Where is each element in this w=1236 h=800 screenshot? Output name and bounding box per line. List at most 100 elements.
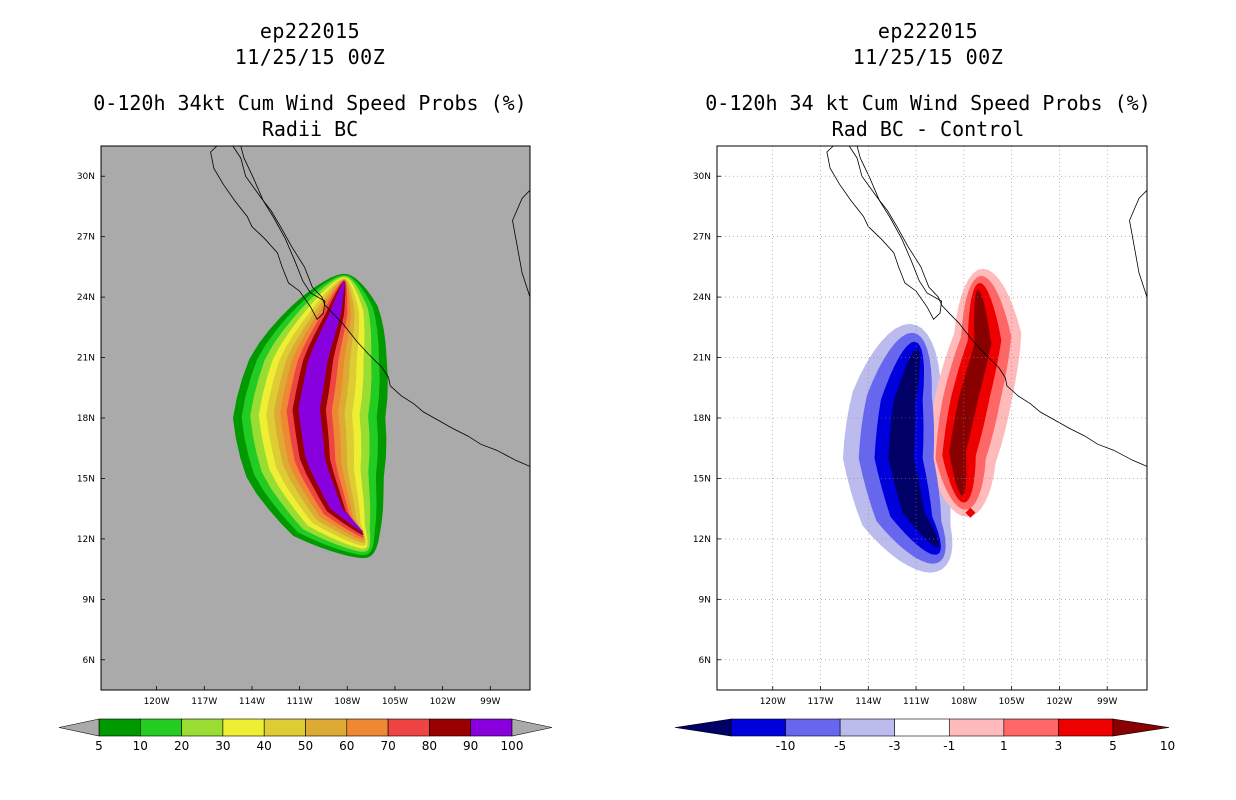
colorbar-box xyxy=(839,718,896,737)
x-tick-label: 99W xyxy=(480,697,500,707)
map-contents xyxy=(210,146,530,559)
y-tick-label: 21N xyxy=(693,354,711,364)
colorbar-right: -10 -5 -3 -1 1 3 5 10 xyxy=(674,718,1175,753)
right-chart-subtitle: Rad BC - Control xyxy=(831,117,1025,141)
diff-positive-contour-4 xyxy=(949,290,992,496)
prob-contour-80 xyxy=(292,280,364,535)
y-tick-label: 9N xyxy=(699,595,711,605)
colorbar-box xyxy=(305,718,348,737)
y-tick-label: 24N xyxy=(693,293,711,303)
colorbar-box xyxy=(470,718,513,737)
x-tick-label: 108W xyxy=(334,697,360,707)
colorbar-label: 30 xyxy=(215,739,230,753)
x-tick-label: 117W xyxy=(191,697,217,707)
x-tick-label: 114W xyxy=(855,697,881,707)
x-tick-label: 99W xyxy=(1097,697,1117,707)
coastline-1 xyxy=(848,146,1147,467)
colorbar-label: 70 xyxy=(380,739,395,753)
colorbar-label: 80 xyxy=(422,739,437,753)
y-tick-label: 15N xyxy=(693,474,711,484)
colorbar-box xyxy=(785,718,841,737)
y-tick-label: 24N xyxy=(77,293,95,303)
x-tick-label: 120W xyxy=(760,697,786,707)
colorbar-label: -10 xyxy=(776,739,796,753)
right-date: 11/25/15 00Z xyxy=(852,45,1004,69)
left-chart-title: 0-120h 34kt Cum Wind Speed Probs (%) xyxy=(93,91,527,115)
colorbar-label: 90 xyxy=(463,739,478,753)
colorbar-left-arrow xyxy=(674,718,732,737)
x-tick-label: 111W xyxy=(287,697,313,707)
colorbar-box xyxy=(948,718,1005,737)
x-tick-label: 102W xyxy=(1046,697,1072,707)
coastline-2 xyxy=(826,146,943,320)
colorbar-label: 100 xyxy=(501,739,524,753)
colorbar-box xyxy=(730,718,786,737)
prob-contour-90 xyxy=(298,281,364,533)
diff-positive-spot xyxy=(965,507,976,518)
diff-negative-contour-4 xyxy=(888,349,940,548)
y-tick-label: 27N xyxy=(77,233,95,243)
y-tick-label: 30N xyxy=(77,172,95,182)
colorbar-box xyxy=(894,718,950,737)
x-tick-label: 111W xyxy=(903,697,929,707)
colorbar-label: 5 xyxy=(95,739,103,753)
left-date: 11/25/15 00Z xyxy=(234,45,386,69)
colorbar-box xyxy=(346,718,389,737)
y-tick-label: 30N xyxy=(693,172,711,182)
colorbar-label: 10 xyxy=(133,739,148,753)
colorbar-box xyxy=(263,718,306,737)
colorbar-left: 5 10 20 30 40 50 60 70 80 90 100 xyxy=(58,718,553,753)
coastline-3 xyxy=(1129,190,1147,298)
colorbar-label: 1 xyxy=(1000,739,1008,753)
y-tick-label: 18N xyxy=(693,414,711,424)
x-tick-label: 105W xyxy=(999,697,1025,707)
colorbar-label: -3 xyxy=(889,739,901,753)
colorbar-label: 10 xyxy=(1160,739,1175,753)
y-tick-label: 15N xyxy=(77,474,95,484)
colorbar-left-arrow xyxy=(58,718,100,737)
colorbar-box xyxy=(1003,718,1059,737)
y-tick-label: 18N xyxy=(77,414,95,424)
y-tick-label: 21N xyxy=(77,354,95,364)
right-storm-id: ep222015 xyxy=(877,19,979,43)
colorbar-box xyxy=(429,718,471,737)
x-tick-label: 120W xyxy=(144,697,170,707)
colorbar-label: -5 xyxy=(834,739,846,753)
map-contents xyxy=(717,146,1147,690)
x-tick-label: 105W xyxy=(382,697,408,707)
left-panel-subtitle: 0-120h 34kt Cum Wind Speed Probs (%) Rad… xyxy=(40,90,580,142)
x-tick-label: 117W xyxy=(807,697,833,707)
colorbar-box xyxy=(387,718,430,737)
colorbar-right-arrow xyxy=(511,718,553,737)
coastline-2 xyxy=(210,146,326,320)
map-panel-left: 120W 117W 114W 111W 108W 105W 102W 99W 30N 27N 24N… xyxy=(77,145,531,707)
right-chart-title: 0-120h 34 kt Cum Wind Speed Probs (%) xyxy=(705,91,1151,115)
colorbar-box xyxy=(1058,718,1114,737)
x-tick-label: 108W xyxy=(951,697,977,707)
y-tick-label: 6N xyxy=(83,656,95,666)
x-tick-label: 102W xyxy=(430,697,456,707)
map-panel-right: 120W 117W 114W 111W 108W 105W 102W 99W 30N 27N 24N… xyxy=(693,145,1148,707)
right-panel-subtitle: 0-120h 34 kt Cum Wind Speed Probs (%) Ra… xyxy=(650,90,1206,142)
left-chart-subtitle: Radii BC xyxy=(261,117,359,141)
colorbar-box xyxy=(98,718,141,737)
coastline-1 xyxy=(232,146,530,467)
colorbar-label: 20 xyxy=(174,739,189,753)
colorbar-box xyxy=(140,718,182,737)
colorbar-label: -1 xyxy=(943,739,955,753)
x-tick-label: 114W xyxy=(239,697,265,707)
y-tick-label: 12N xyxy=(77,535,95,545)
left-storm-id: ep222015 xyxy=(259,19,361,43)
colorbar-label: 60 xyxy=(339,739,354,753)
colorbar-label: 3 xyxy=(1055,739,1063,753)
colorbar-label: 5 xyxy=(1109,739,1117,753)
colorbar-label: 50 xyxy=(298,739,313,753)
y-tick-label: 9N xyxy=(83,595,95,605)
y-tick-label: 6N xyxy=(699,656,711,666)
left-panel-title: ep222015 11/25/15 00Z xyxy=(40,18,580,70)
y-tick-label: 12N xyxy=(693,535,711,545)
right-panel-title: ep222015 11/25/15 00Z xyxy=(650,18,1206,70)
y-tick-label: 27N xyxy=(693,233,711,243)
coastline-3 xyxy=(512,190,530,298)
